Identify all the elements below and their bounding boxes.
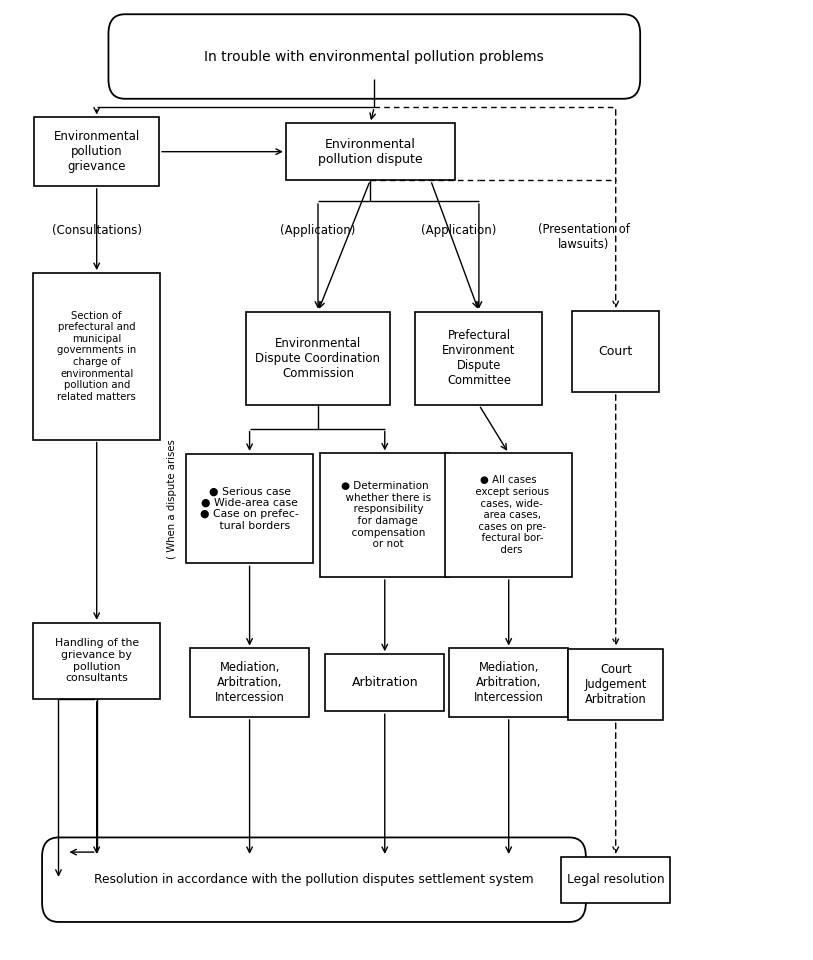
Text: Court
Judgement
Arbitration: Court Judgement Arbitration bbox=[585, 663, 647, 707]
Bar bbox=[33, 623, 160, 699]
Text: (Consultations): (Consultations) bbox=[52, 225, 141, 237]
Text: Arbitration: Arbitration bbox=[351, 676, 418, 689]
Text: Resolution in accordance with the pollution disputes settlement system: Resolution in accordance with the pollut… bbox=[94, 874, 534, 886]
Bar bbox=[325, 654, 445, 711]
Bar bbox=[286, 123, 454, 180]
Bar bbox=[186, 454, 313, 564]
Bar bbox=[572, 311, 659, 392]
Text: Mediation,
Arbitration,
Intercession: Mediation, Arbitration, Intercession bbox=[474, 661, 544, 705]
Text: Court: Court bbox=[598, 345, 633, 358]
Text: Prefectural
Environment
Dispute
Committee: Prefectural Environment Dispute Committe… bbox=[442, 329, 515, 387]
Text: In trouble with environmental pollution problems: In trouble with environmental pollution … bbox=[204, 50, 544, 63]
Text: ● Serious case
● Wide-area case
● Case on prefec-
   tural borders: ● Serious case ● Wide-area case ● Case o… bbox=[200, 486, 299, 531]
Text: Environmental
pollution dispute: Environmental pollution dispute bbox=[318, 137, 423, 166]
Text: ● All cases
  except serious
  cases, wide-
  area cases,
  cases on pre-
  fect: ● All cases except serious cases, wide- … bbox=[468, 475, 549, 555]
Text: ● Determination
  whether there is
  responsibility
  for damage
  compensation
: ● Determination whether there is respons… bbox=[339, 481, 431, 549]
Text: Section of
prefectural and
municipal
governments in
charge of
environmental
poll: Section of prefectural and municipal gov… bbox=[57, 311, 137, 402]
Text: Legal resolution: Legal resolution bbox=[567, 874, 664, 886]
Text: (Application): (Application) bbox=[280, 225, 355, 237]
Text: (Application): (Application) bbox=[421, 225, 497, 237]
Bar bbox=[246, 312, 389, 405]
Text: Handling of the
grievance by
pollution
consultants: Handling of the grievance by pollution c… bbox=[54, 638, 139, 684]
Bar bbox=[415, 312, 542, 405]
FancyBboxPatch shape bbox=[108, 14, 640, 99]
Text: Mediation,
Arbitration,
Intercession: Mediation, Arbitration, Intercession bbox=[215, 661, 285, 705]
Bar bbox=[446, 453, 572, 577]
Text: ( When a dispute arises: ( When a dispute arises bbox=[167, 439, 176, 559]
Bar bbox=[33, 273, 160, 440]
Bar bbox=[190, 648, 309, 717]
Bar bbox=[34, 117, 159, 186]
Bar bbox=[562, 857, 670, 902]
FancyBboxPatch shape bbox=[42, 837, 586, 922]
Text: Environmental
pollution
grievance: Environmental pollution grievance bbox=[54, 131, 140, 173]
Text: (Presentation of
lawsuits): (Presentation of lawsuits) bbox=[537, 224, 629, 252]
Bar bbox=[568, 649, 663, 720]
Bar bbox=[320, 453, 449, 577]
Bar bbox=[449, 648, 568, 717]
Text: Environmental
Dispute Coordination
Commission: Environmental Dispute Coordination Commi… bbox=[255, 337, 380, 380]
